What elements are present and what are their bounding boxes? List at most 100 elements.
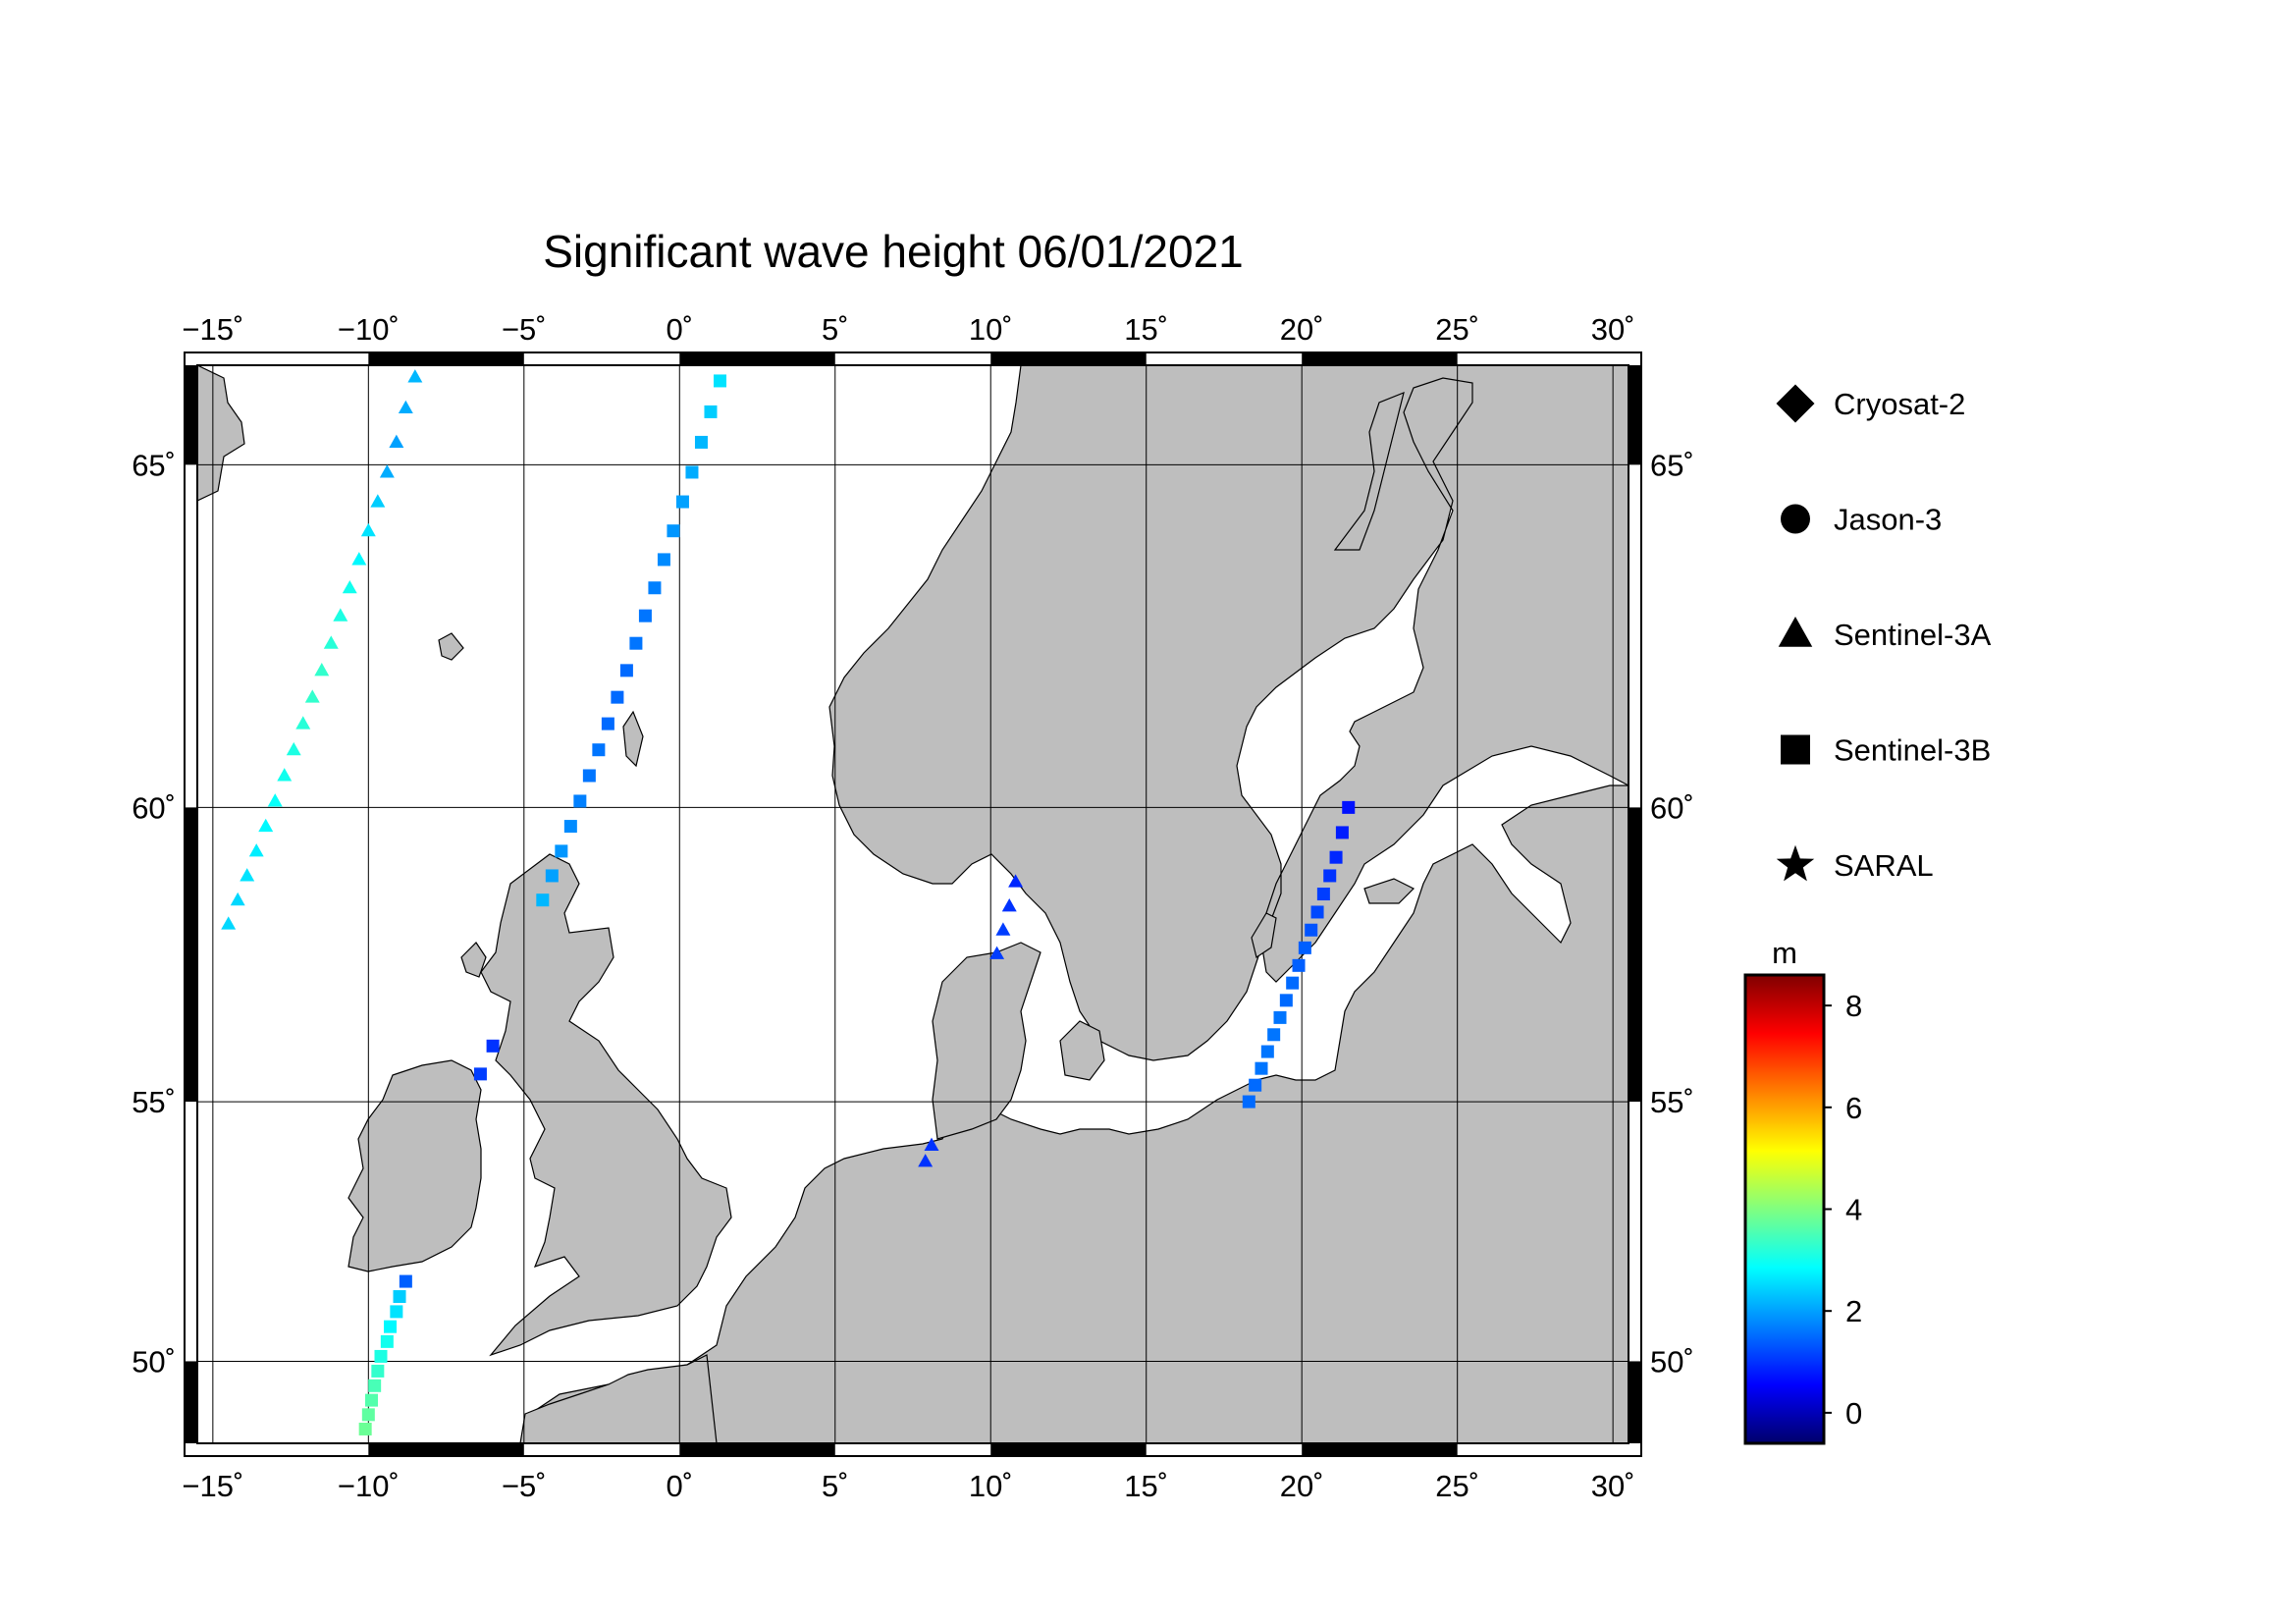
lon-tick-label-top: −10˚ [338, 312, 400, 347]
swh-point-sentinel-3b [592, 743, 606, 757]
land-europe-mainland [519, 784, 1629, 1443]
land-ireland [347, 1059, 482, 1272]
swh-point-sentinel-3b [393, 1290, 406, 1304]
legend-label: Jason-3 [1834, 503, 1942, 537]
lon-tick-label-top: 20˚ [1280, 312, 1324, 347]
swh-point-sentinel-3b [601, 717, 614, 730]
land-france-coast [519, 1354, 718, 1443]
swh-point-sentinel-3b [1279, 994, 1293, 1007]
swh-point-sentinel-3b [371, 1364, 385, 1378]
legend-label: Sentinel-3A [1834, 618, 1992, 652]
swh-point-sentinel-3b [667, 524, 680, 538]
land-faroe [438, 632, 464, 661]
swh-point-sentinel-3b [638, 609, 652, 622]
swh-point-sentinel-3b [555, 844, 568, 858]
map-title: Significant wave height 06/01/2021 [543, 226, 1244, 277]
swh-point-sentinel-3a [314, 663, 330, 676]
land-shetland [622, 710, 644, 768]
map-panel [184, 352, 1642, 1457]
swh-point-sentinel-3b [1329, 850, 1343, 864]
swh-point-sentinel-3b [1292, 958, 1306, 972]
swh-point-sentinel-3a [379, 464, 395, 478]
lon-tick-label-top: 25˚ [1435, 312, 1479, 347]
frame-segment [1629, 807, 1641, 1103]
swh-point-sentinel-3a [304, 689, 320, 703]
colorbar-gradient [1743, 973, 1826, 1445]
swh-point-sentinel-3b [361, 1408, 375, 1422]
swh-point-sentinel-3b [399, 1274, 412, 1288]
map-frame [184, 352, 1642, 1457]
swh-point-sentinel-3a [240, 868, 255, 882]
swh-point-sentinel-3a [323, 635, 339, 649]
swh-point-sentinel-3b [1335, 826, 1349, 839]
swh-point-sentinel-3b [368, 1379, 382, 1392]
swh-point-sentinel-3b [1305, 923, 1318, 937]
swh-point-sentinel-3b [675, 495, 689, 509]
swh-point-sentinel-3a [248, 843, 264, 857]
swh-colorbar: m 0 2 4 6 8 [1743, 936, 1862, 1445]
swh-point-sentinel-3a [351, 552, 367, 566]
legend-triangle-icon [1778, 617, 1813, 647]
lon-tick-label-top: 15˚ [1124, 312, 1168, 347]
axis-tick-labels: −15˚ −15˚ −10˚ −10˚ −5˚ −5˚ 0˚ 0˚ 5˚ 5˚ 10˚ 10˚ 15˚ 1… [132, 312, 1694, 1503]
land-hebrides [460, 942, 487, 978]
frame-segment [185, 807, 197, 1103]
lat-tick-label-left: 60˚ [132, 790, 176, 825]
legend-circle-icon [1781, 504, 1810, 534]
land-saaremaa [1363, 878, 1415, 904]
frame-segment [185, 365, 197, 465]
swh-point-sentinel-3b [629, 636, 643, 650]
swh-point-sentinel-3b [380, 1334, 394, 1348]
lon-tick-label-bottom: −5˚ [502, 1469, 547, 1503]
lon-tick-label-top: 30˚ [1591, 312, 1635, 347]
frame-segment [990, 1443, 1147, 1456]
swh-point-sentinel-3a [995, 922, 1011, 936]
swh-point-sentinel-3b [713, 374, 726, 388]
frame-segment [1629, 1361, 1641, 1443]
swh-point-sentinel-3a [1008, 874, 1024, 888]
frame-segment [1302, 352, 1458, 365]
legend-label: Cryosat-2 [1834, 387, 1965, 421]
lat-tick-label-left: 55˚ [132, 1085, 176, 1119]
swh-point-sentinel-3b [1249, 1078, 1262, 1092]
satellite-legend: Cryosat-2 Jason-3 Sentinel-3A Sentinel-3B SA… [1776, 384, 1992, 883]
swh-point-sentinel-3b [1342, 800, 1356, 814]
swh-point-sentinel-3b [1255, 1061, 1268, 1075]
legend-diamond-icon [1776, 384, 1815, 423]
swh-point-sentinel-3a [221, 916, 237, 930]
lat-tick-label-right: 60˚ [1650, 790, 1694, 825]
land-denmark [932, 942, 1041, 1140]
frame-segment [185, 1361, 197, 1443]
land-zealand [1059, 1020, 1105, 1081]
lon-tick-label-bottom: 20˚ [1280, 1469, 1324, 1503]
frame-segment [679, 352, 835, 365]
lat-tick-label-left: 50˚ [132, 1344, 176, 1379]
legend-label: Sentinel-3B [1834, 733, 1991, 768]
colorbar-tick-label: 4 [1845, 1193, 1862, 1227]
colorbar-tick-label: 8 [1845, 989, 1862, 1023]
land-finland-coast [1333, 392, 1405, 551]
swh-point-sentinel-3b [1323, 869, 1337, 883]
swh-point-sentinel-3b [563, 820, 577, 834]
land-iceland [197, 365, 245, 502]
colorbar-tick-label: 0 [1845, 1396, 1862, 1431]
swh-point-sentinel-3a [1001, 898, 1017, 912]
lon-tick-label-bottom: 25˚ [1435, 1469, 1479, 1503]
swh-point-sentinel-3b [473, 1067, 487, 1081]
swh-point-sentinel-3b [486, 1039, 500, 1053]
land-masses [197, 365, 1629, 1443]
swh-point-sentinel-3b [374, 1349, 388, 1363]
swh-point-sentinel-3b [384, 1320, 398, 1333]
legend-star-icon [1776, 844, 1815, 882]
frame-segment [1302, 1443, 1458, 1456]
legend-square-icon [1781, 734, 1810, 765]
lon-tick-label-top: 10˚ [969, 312, 1013, 347]
swh-point-sentinel-3b [358, 1422, 372, 1435]
lat-tick-label-right: 55˚ [1650, 1085, 1694, 1119]
swh-point-sentinel-3b [1286, 976, 1300, 990]
swh-point-sentinel-3b [1316, 888, 1330, 901]
swh-point-sentinel-3b [704, 405, 718, 418]
lon-tick-label-bottom: 10˚ [969, 1469, 1013, 1503]
lat-tick-label-right: 50˚ [1650, 1344, 1694, 1379]
